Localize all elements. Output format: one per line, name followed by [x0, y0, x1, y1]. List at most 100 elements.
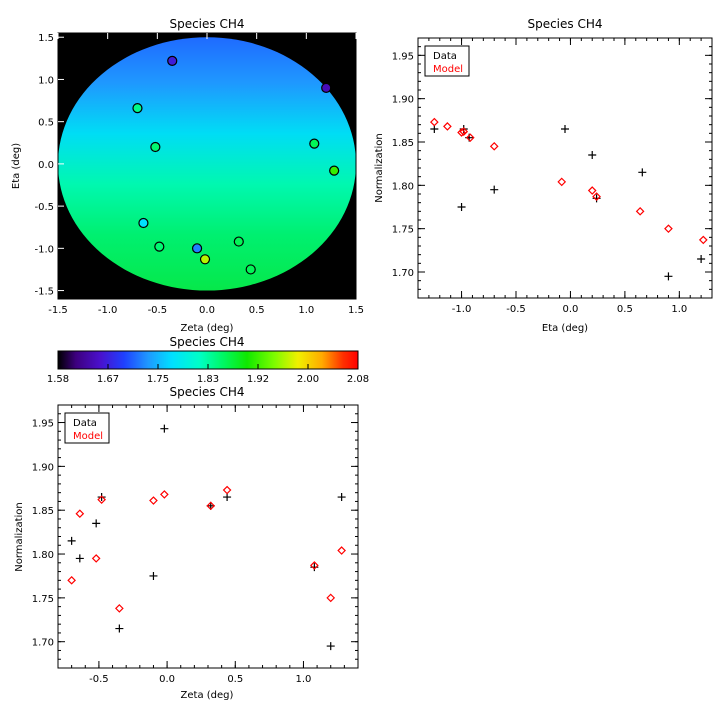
zeta-data-point — [310, 563, 319, 572]
zeta-model-point — [206, 501, 216, 511]
zeta-y-label: Normalization — [14, 502, 25, 572]
map-x-tick-label: 0.5 — [249, 305, 265, 316]
map-x-tick-label: -1.0 — [98, 305, 118, 316]
map-point — [329, 165, 340, 176]
eta-model-point — [489, 141, 499, 151]
colorbar-tick-label: 1.92 — [247, 374, 269, 385]
zeta-model-point — [222, 485, 232, 495]
eta-model-point — [557, 177, 567, 187]
eta-model-point — [457, 128, 466, 137]
zeta-data-point — [149, 571, 158, 580]
zeta-y-tick-label: 1.95 — [32, 419, 54, 430]
map-y-label: Eta (deg) — [11, 143, 22, 189]
eta-data-point — [638, 168, 647, 177]
colorbar-title: Species CH4 — [169, 335, 244, 349]
map-x-tick-label: -1.5 — [48, 305, 68, 316]
eta-model-point — [587, 186, 597, 195]
eta-x-tick-label: 0.5 — [617, 304, 633, 315]
map-point — [167, 55, 178, 66]
zeta-model-point — [97, 495, 106, 505]
zeta-title: Species CH4 — [169, 385, 244, 399]
zeta-legend-model: Model — [73, 431, 103, 442]
zeta-y-tick-label: 1.80 — [32, 550, 54, 561]
zeta-data-point — [75, 554, 84, 563]
map-x-tick-label: 1.0 — [298, 305, 314, 316]
map-point — [245, 264, 256, 275]
map-point — [321, 82, 332, 93]
zeta-model-point — [115, 604, 124, 613]
zeta-data-point — [67, 536, 76, 545]
eta-y-tick-label: 1.80 — [392, 181, 414, 192]
map-point — [132, 103, 143, 114]
eta-x-tick-label: 1.0 — [671, 304, 687, 315]
map-x-tick-label: 1.5 — [348, 305, 364, 316]
map-panel: Species CH4 -1.5 -1.0 -0.5 0.0 0.5 1.0 1.5 -1.5… — [11, 17, 364, 334]
zeta-y-tick-label: 1.90 — [32, 462, 54, 473]
eta-x-tick-label: 0.0 — [562, 304, 578, 315]
zeta-y-tick-label: 1.70 — [32, 638, 54, 649]
eta-data-point — [664, 272, 673, 281]
map-point — [150, 141, 161, 153]
eta-legend-box — [424, 45, 470, 77]
zeta-model-point — [337, 546, 346, 555]
zeta-x-tick-label: 0.0 — [159, 674, 175, 685]
zeta-model-point — [160, 490, 169, 499]
map-point — [199, 254, 211, 265]
zeta-data-point — [326, 642, 335, 651]
eta-model-point — [465, 133, 475, 143]
zeta-data-point — [160, 424, 169, 433]
colorbar: Species CH4 1.58 1.67 1.75 1.83 1.92 2.00 2.08 — [47, 335, 369, 385]
eta-data-point — [592, 194, 601, 203]
colorbar-tick-label: 1.75 — [147, 374, 169, 385]
eta-data-point — [457, 203, 466, 211]
eta-legend-model: Model — [433, 64, 463, 75]
eta-x-label: Eta (deg) — [542, 323, 588, 334]
map-point — [233, 236, 244, 247]
zeta-legend-data: Data — [73, 418, 97, 429]
eta-y-tick-label: 1.70 — [392, 268, 414, 279]
zeta-legend-box — [64, 412, 110, 444]
eta-data-point — [697, 255, 706, 263]
map-title: Species CH4 — [169, 17, 244, 31]
zeta-panel: Species CH4 -0.5 0.0 0.5 1.0 1.70 1.75 1.80 1.8… — [14, 385, 359, 701]
zeta-y-tick-label: 1.85 — [32, 506, 54, 517]
zeta-model-point — [67, 575, 76, 585]
zeta-model-point — [310, 561, 319, 570]
zeta-model-point — [326, 593, 336, 603]
eta-plot-frame — [417, 37, 713, 299]
zeta-model-point — [149, 496, 158, 505]
map-y-tick-label: -1.5 — [34, 287, 54, 298]
eta-model-point — [443, 122, 452, 131]
colorbar-tick-label: 1.58 — [47, 374, 69, 385]
colorbar-tick-label: 2.00 — [297, 374, 319, 385]
zeta-data-point — [92, 519, 101, 528]
eta-model-point — [664, 224, 673, 234]
eta-panel: Species CH4 -1.0 -0.5 0.0 0.5 1.0 1.70 1.75 1.8… — [374, 17, 713, 334]
zeta-model-point — [75, 509, 85, 519]
eta-data-point — [490, 185, 499, 194]
eta-title: Species CH4 — [527, 17, 602, 31]
map-point — [309, 138, 320, 149]
map-y-tick-label: 1.0 — [38, 75, 54, 86]
eta-model-point — [592, 192, 601, 201]
map-x-tick-label: 0.0 — [199, 305, 215, 316]
eta-data-point — [561, 125, 569, 133]
eta-y-tick-label: 1.90 — [392, 95, 414, 106]
map-y-tick-label: 0.5 — [38, 118, 54, 129]
colorbar-tick-label: 1.83 — [197, 374, 219, 385]
map-point — [191, 243, 203, 254]
map-y-tick-label: -0.5 — [34, 202, 54, 213]
map-y-tick-label: 1.5 — [38, 33, 54, 44]
colorbar-tick-label: 1.67 — [97, 374, 119, 385]
eta-y-tick-label: 1.85 — [392, 138, 414, 149]
zeta-x-label: Zeta (deg) — [181, 690, 234, 701]
eta-data-point — [588, 151, 597, 159]
zeta-data-point — [337, 493, 346, 502]
zeta-model-point — [91, 554, 101, 563]
eta-model-point — [429, 117, 439, 127]
map-point — [138, 217, 149, 229]
zeta-data-point — [97, 493, 106, 502]
eta-x-tick-label: -1.0 — [452, 304, 472, 315]
map-y-tick-label: -1.0 — [34, 244, 54, 255]
